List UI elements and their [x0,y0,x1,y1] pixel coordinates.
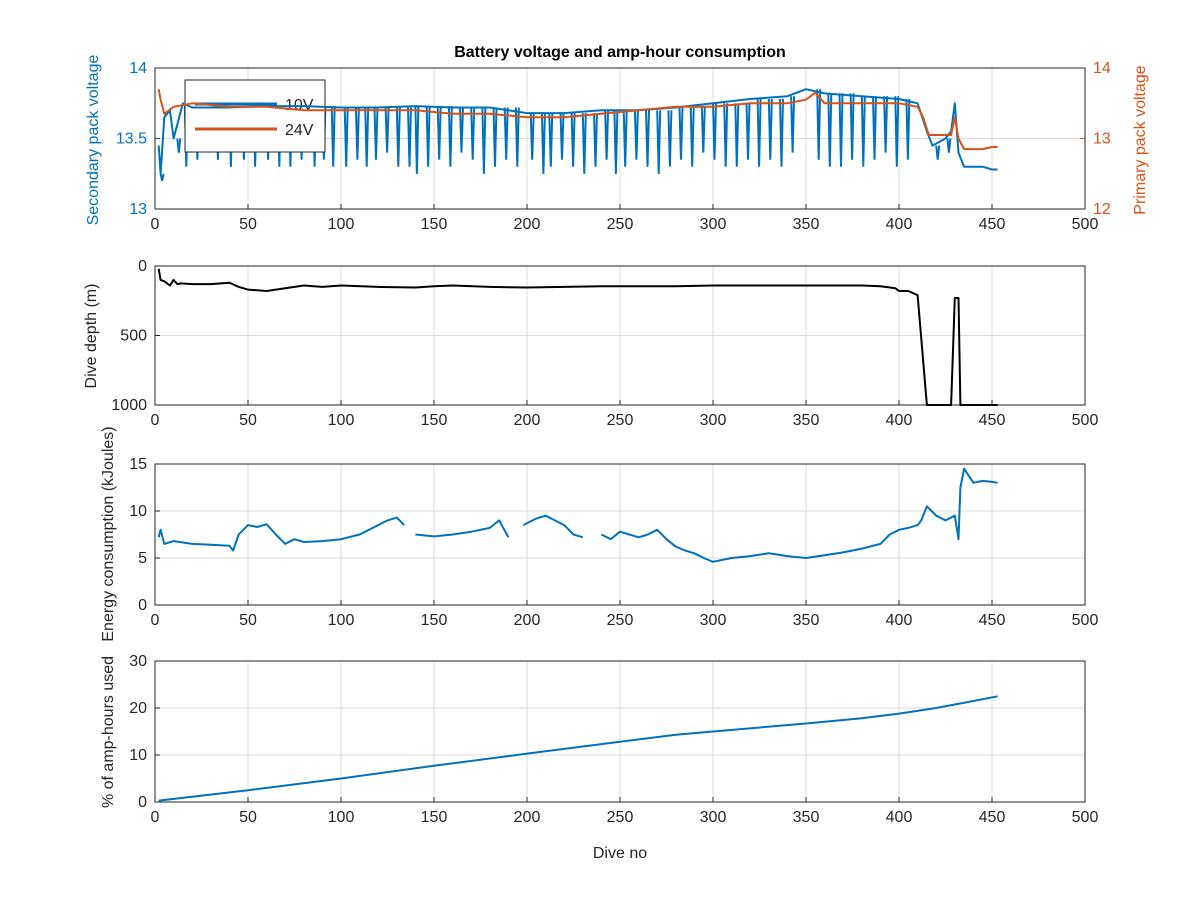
panel2-xtick-label: 50 [239,412,257,429]
panel4-ylabel: % of amp-hours used [100,656,117,808]
panel1-xtick-label: 250 [607,216,634,233]
panel3-xtick-label: 400 [886,612,913,629]
series-line-24V [157,89,998,151]
panel1-ytick-label: 13.5 [116,131,147,148]
panel1-left-ylabel: Secondary pack voltage [85,55,102,226]
panel4-xtick-label: 400 [886,809,913,826]
panel4-xtick-label: 0 [151,809,160,826]
panel1-right-ytick-label: 14 [1093,60,1111,77]
panel2-xtick-label: 450 [979,412,1006,429]
panel1-xtick-label: 150 [421,216,448,233]
panel1-xtick-label: 0 [151,216,160,233]
panel-2: 0 50 100 150 200 250 300 350 400 450 500 0 500 1000 [111,258,1098,429]
panel1-ytick-label: 13 [129,201,147,218]
panel4-xtick-label: 350 [793,809,820,826]
panel2-xtick-label: 400 [886,412,913,429]
panel1-right-ylabel: Primary pack voltage [1132,65,1149,214]
panel4-ytick-label: 20 [129,700,147,717]
panel3-axes-box [154,463,1086,606]
plots-layer: 0 50 100 150 200 250 300 350 400 450 5001313.51412… [111,60,1110,826]
panel4-xtick-label: 200 [514,809,541,826]
panel3-ylabel: Energy consumption (kJoules) [100,426,117,641]
series-line-panel2 [157,268,998,406]
panel3-xtick-label: 200 [514,612,541,629]
panel2-xtick-label: 0 [151,412,160,429]
panel3-xtick-label: 250 [607,612,634,629]
panel2-ylabel: Dive depth (m) [83,284,100,389]
panel3-xtick-label: 150 [421,612,448,629]
panel2-xtick-label: 300 [700,412,727,429]
panel1-xtick-label: 50 [239,216,257,233]
panel3-ytick-label: 10 [129,503,147,520]
panel3-ytick-label: 0 [138,597,147,614]
panel3-xtick-label: 0 [151,612,160,629]
series-line-panel4 [158,695,998,802]
panel1-xtick-label: 100 [328,216,355,233]
panel4-xtick-label: 100 [328,809,355,826]
panel1-right-ytick-label: 13 [1093,131,1111,148]
panel1-xtick-label: 500 [1072,216,1099,233]
panel2-xtick-label: 200 [514,412,541,429]
panel3-ytick-label: 15 [129,456,147,473]
legend-box [184,79,326,153]
chart-title: Battery voltage and amp-hour consumption [454,44,786,61]
panel4-axes-box [154,660,1086,803]
panel1-xtick-label: 350 [793,216,820,233]
panel-3: 0 50 100 150 200 250 300 350 400 450 500 0 5 10 15 [129,456,1098,629]
series-10V-dips [159,89,952,182]
panel3-ytick-label: 5 [138,550,147,567]
panel-1: 0 50 100 150 200 250 300 350 400 450 500 13 13.5 14 12… [116,60,1111,233]
panel2-ytick-label: 500 [120,328,147,345]
panel2-axes-box [154,265,1086,406]
panel1-ytick-label: 14 [129,60,147,77]
panel2-xtick-label: 150 [421,412,448,429]
panel2-ytick-label: 1000 [111,397,147,414]
panel4-xlabel: Dive no [593,845,647,862]
panel4-xtick-label: 450 [979,809,1006,826]
panel4-ytick-label: 0 [138,794,147,811]
panel3-xtick-label: 50 [239,612,257,629]
panel4-xtick-label: 150 [421,809,448,826]
panel2-ytick-label: 0 [138,258,147,275]
panel3-xtick-label: 100 [328,612,355,629]
panel4-xtick-label: 50 [239,809,257,826]
panel4-xtick-label: 300 [700,809,727,826]
panel4-xtick-label: 500 [1072,809,1099,826]
panel4-ytick-label: 10 [129,747,147,764]
panel3-xtick-label: 450 [979,612,1006,629]
series-line-panel3 [157,467,998,563]
panel1-right-ytick-label: 12 [1093,201,1111,218]
panel4-ytick-label: 30 [129,653,147,670]
panel2-xtick-label: 250 [607,412,634,429]
panel1-xtick-label: 300 [700,216,727,233]
legend-entry: 24V [285,122,314,139]
panel1-axes-box [154,67,1086,210]
panel4-xtick-label: 250 [607,809,634,826]
panel3-xtick-label: 350 [793,612,820,629]
panel2-xtick-label: 500 [1072,412,1099,429]
panel1-xtick-label: 200 [514,216,541,233]
panel1-xtick-label: 400 [886,216,913,233]
panel-4: 0 50 100 150 200 250 300 350 400 450 500 0 10 20 30 [129,653,1098,826]
panel2-xtick-label: 350 [793,412,820,429]
panel2-xtick-label: 100 [328,412,355,429]
panel3-xtick-label: 500 [1072,612,1099,629]
panel3-xtick-label: 300 [700,612,727,629]
panel1-xtick-label: 450 [979,216,1006,233]
